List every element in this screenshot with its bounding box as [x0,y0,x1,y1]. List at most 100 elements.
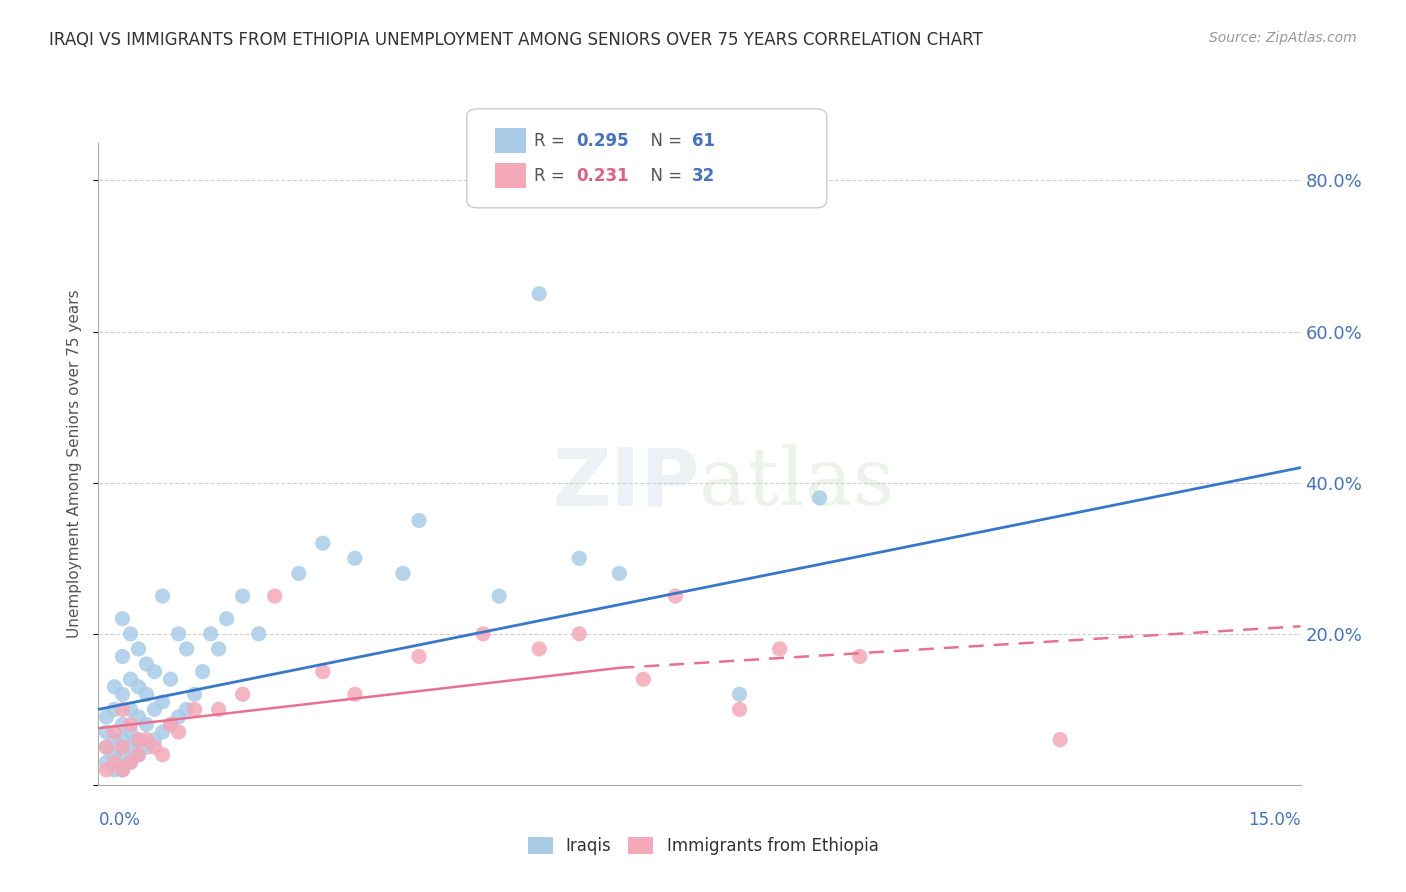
Point [111,747,134,762]
Point [135,732,157,747]
Point [208,702,231,716]
Point [128,732,150,747]
Point [143,665,166,679]
Point [103,702,125,716]
Text: 61: 61 [692,132,714,150]
Point [247,627,270,641]
Point [103,747,125,762]
Point [343,551,366,566]
Point [152,747,174,762]
Point [232,589,254,603]
Point [103,680,125,694]
Point [111,687,134,701]
Point [176,642,198,657]
Point [849,649,872,664]
Point [183,702,205,716]
Point [183,687,205,701]
Point [135,740,157,755]
Point [128,747,150,762]
Point [111,740,134,755]
Point [159,717,181,731]
Point [200,627,222,641]
Point [408,649,430,664]
Point [159,672,181,686]
Point [152,725,174,739]
Point [96,763,118,777]
Point [167,627,190,641]
Point [633,672,655,686]
Point [128,732,150,747]
Point [808,491,831,505]
Text: IRAQI VS IMMIGRANTS FROM ETHIOPIA UNEMPLOYMENT AMONG SENIORS OVER 75 YEARS CORRE: IRAQI VS IMMIGRANTS FROM ETHIOPIA UNEMPL… [49,31,983,49]
Point [120,756,142,770]
Point [263,589,285,603]
Point [103,756,125,770]
Point [128,747,150,762]
Point [152,589,174,603]
Point [96,740,118,755]
Text: 32: 32 [692,167,716,185]
Point [120,717,142,731]
Text: 15.0%: 15.0% [1249,811,1301,829]
Point [664,589,686,603]
Point [135,657,157,671]
Point [728,687,751,701]
Point [472,627,495,641]
Point [111,612,134,626]
Text: R =: R = [534,167,571,185]
Point [529,286,551,301]
Text: N =: N = [640,132,688,150]
Point [128,680,150,694]
Point [128,642,150,657]
Point [96,710,118,724]
Point [488,589,510,603]
Point [111,649,134,664]
Point [609,566,631,581]
Text: 0.0%: 0.0% [98,811,141,829]
Point [111,732,134,747]
Text: ZIP: ZIP [553,444,700,522]
Point [392,566,415,581]
Point [167,725,190,739]
Point [120,756,142,770]
Point [408,514,430,528]
Point [103,763,125,777]
Text: 0.295: 0.295 [576,132,628,150]
Point [96,740,118,755]
Legend: Iraqis, Immigrants from Ethiopia: Iraqis, Immigrants from Ethiopia [520,830,886,862]
Point [103,725,125,739]
Point [312,665,335,679]
Point [769,642,792,657]
Point [728,702,751,716]
Point [120,725,142,739]
Text: R =: R = [534,132,571,150]
Point [96,725,118,739]
Point [96,756,118,770]
Point [1049,732,1071,747]
Point [120,672,142,686]
Y-axis label: Unemployment Among Seniors over 75 years: Unemployment Among Seniors over 75 years [67,290,83,638]
Point [191,665,214,679]
Point [343,687,366,701]
Point [176,702,198,716]
Point [143,732,166,747]
Point [128,710,150,724]
Point [103,732,125,747]
Point [159,717,181,731]
Point [152,695,174,709]
Point [120,740,142,755]
Point [143,702,166,716]
Point [120,627,142,641]
Point [208,642,231,657]
Point [167,710,190,724]
Point [111,702,134,716]
Point [312,536,335,550]
Text: atlas: atlas [700,444,894,522]
Point [568,627,591,641]
Point [135,687,157,701]
Point [143,740,166,755]
Point [568,551,591,566]
Point [111,717,134,731]
Point [215,612,238,626]
Text: N =: N = [640,167,688,185]
